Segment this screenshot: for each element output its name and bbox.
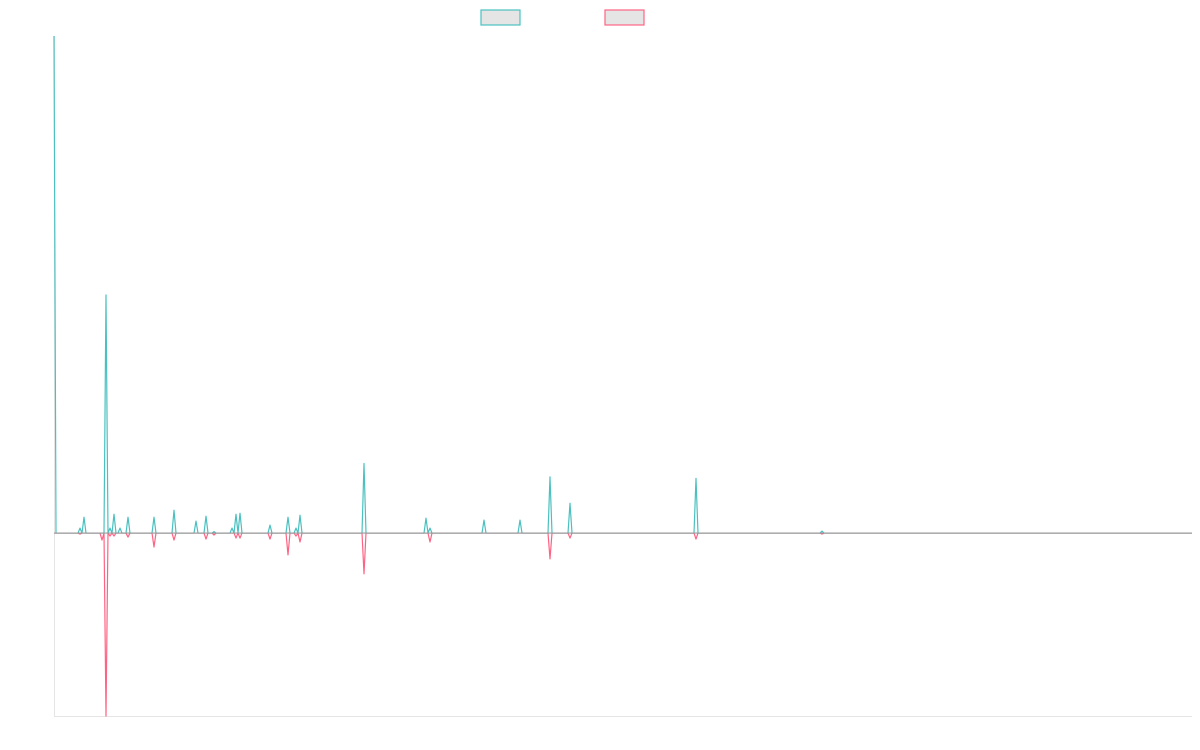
series-line-1 <box>54 532 1192 717</box>
legend-swatch-0[interactable] <box>480 9 521 26</box>
series-line-0 <box>53 35 1192 534</box>
series-group <box>53 35 1192 717</box>
legend <box>480 9 645 26</box>
legend-swatch-1[interactable] <box>604 9 645 26</box>
